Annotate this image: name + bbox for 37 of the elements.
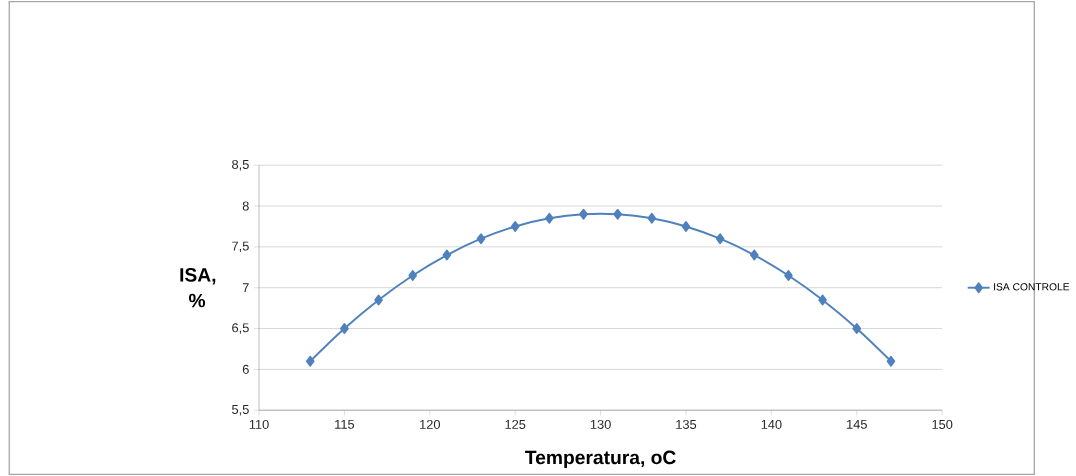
point [852, 323, 862, 335]
y-tick-label: 7,5 [232, 241, 249, 253]
point [305, 355, 315, 367]
y-tick-label: 6 [242, 364, 249, 375]
x-tick-label: 110 [249, 419, 269, 430]
point [818, 294, 827, 306]
point [886, 355, 896, 367]
point [476, 233, 486, 245]
point [510, 221, 520, 232]
x-tick-label: 115 [335, 419, 355, 429]
point [749, 249, 759, 261]
x-tick-label: 140 [761, 419, 782, 430]
x-tick-label: 120 [420, 419, 441, 430]
point [545, 212, 554, 224]
x-axis-title: Temperatura, oC [525, 450, 676, 469]
x-tick-label: 135 [676, 419, 697, 430]
point [784, 270, 793, 281]
point [408, 270, 418, 281]
point [374, 294, 383, 306]
point [579, 208, 588, 220]
point [681, 221, 691, 232]
x-tick-label: 125 [505, 419, 526, 430]
y-tick-label: 8 [242, 201, 249, 211]
y-tick-label: 8,5 [232, 159, 249, 171]
y-tick-label: 5,5 [232, 405, 249, 416]
point [340, 323, 349, 335]
y-tick-label: 7 [242, 283, 249, 293]
legend-label: ISA CONTROLE [994, 283, 1070, 291]
point [442, 249, 452, 261]
x-tick-label: 150 [932, 419, 953, 430]
x-tick-label: 130 [590, 419, 611, 430]
y-tick-label: 6,5 [232, 323, 249, 334]
y-axis-title: ISA, % [180, 268, 216, 308]
point [613, 208, 622, 220]
point [715, 233, 725, 245]
point [647, 212, 657, 224]
x-tick-label: 145 [847, 419, 867, 429]
